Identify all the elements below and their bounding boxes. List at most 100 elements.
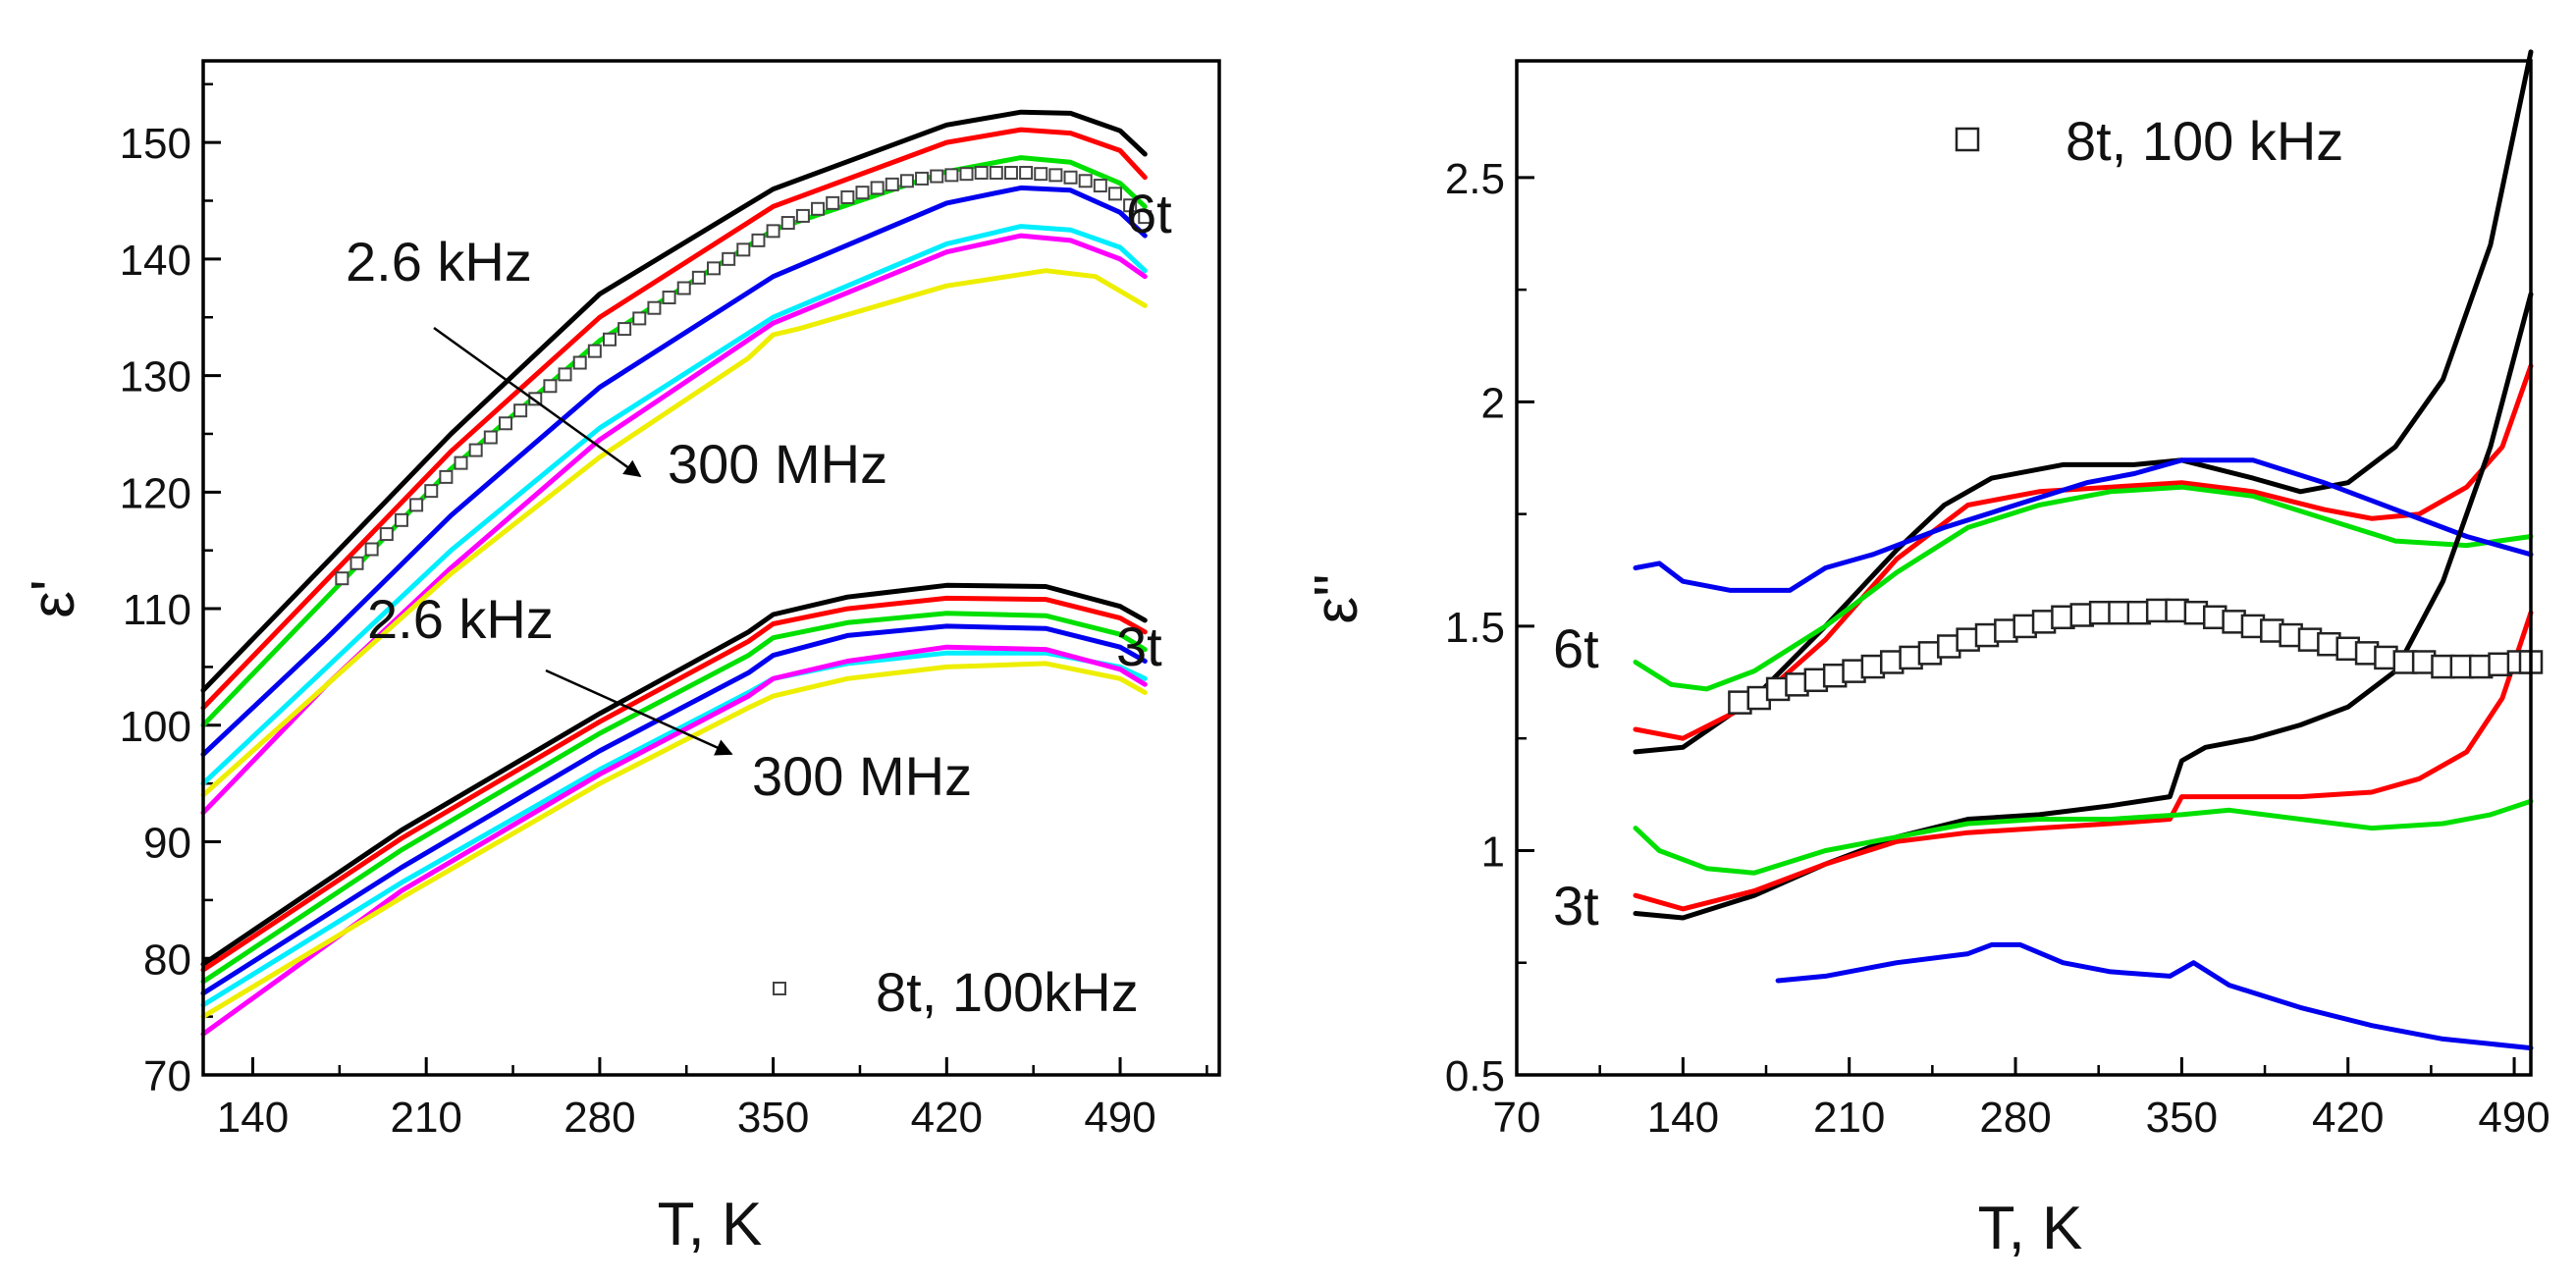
left-y-tick-label: 140 (120, 237, 191, 285)
left-marker-8t-point (662, 291, 676, 305)
left-marker-8t-point (870, 181, 885, 195)
right-series-3t-red (1633, 610, 2534, 912)
left-marker-8t-point (1034, 167, 1048, 182)
left-marker-8t-point (1123, 198, 1138, 213)
left-marker-8t-point (364, 542, 379, 557)
left-x-tick-label: 140 (217, 1094, 289, 1142)
right-x-tick-label: 210 (1813, 1094, 1885, 1142)
left-chart-panel: 140 210 280 350 420 490 70 80 90 100 110 120 130 140… (20, 59, 1221, 1258)
right-group-label-3t: 3t (1553, 875, 1599, 936)
left-series-3t-red (200, 595, 1148, 973)
left-y-tick-label: 110 (123, 586, 191, 634)
right-x-tick-label: 70 (1493, 1094, 1541, 1142)
left-y-tick-label: 150 (120, 120, 191, 168)
left-plot-frame (201, 59, 1221, 1077)
right-x-axis-title: T, K (1978, 1195, 2083, 1262)
left-marker-8t-point (811, 201, 826, 216)
left-x-tick-label: 490 (1084, 1094, 1155, 1142)
left-legend-marker (773, 982, 786, 995)
left-marker-8t-point (394, 512, 408, 527)
left-marker-8t-point (513, 403, 528, 418)
left-marker-8t-point (409, 498, 424, 512)
left-data-series (200, 109, 1148, 1037)
left-marker-8t-point (468, 443, 483, 457)
left-y-tick-label: 70 (143, 1052, 191, 1100)
left-marker-series-8t (335, 165, 1153, 586)
right-y-tick-label: 2 (1481, 379, 1505, 427)
left-marker-8t-point (840, 189, 855, 204)
right-group-label-6t: 6t (1553, 617, 1599, 679)
left-marker-8t-point (632, 311, 647, 326)
right-chart-panel: 70 140 210 280 350 420 490 0.5 1 1.5 2 2.5 T, K ε'… (1303, 49, 2550, 1262)
left-marker-8t-point (617, 322, 632, 337)
right-series-3t-blue (1775, 941, 2534, 1051)
left-y-tick-label: 120 (120, 469, 191, 517)
left-series-6t-blue (200, 185, 1148, 757)
left-marker-8t-point (424, 484, 439, 499)
right-x-tick-label: 140 (1647, 1094, 1719, 1142)
left-x-tick-label: 280 (564, 1094, 635, 1142)
left-annotation-6t-low-freq: 2.6 kHz (346, 231, 532, 293)
left-marker-8t-point (780, 216, 795, 231)
left-y-tick-label: 90 (143, 820, 191, 868)
left-series-6t-black (200, 109, 1148, 693)
left-marker-8t-point (676, 281, 691, 295)
left-marker-8t-point (989, 165, 1003, 180)
right-x-tick-label: 420 (2312, 1094, 2384, 1142)
left-marker-8t-point (647, 300, 662, 315)
left-x-tick-labels: 140 210 280 350 420 490 (217, 1094, 1156, 1142)
left-marker-8t-point (766, 224, 780, 239)
left-marker-8t-point (587, 344, 602, 358)
right-y-tick-label: 0.5 (1445, 1052, 1505, 1100)
right-series-6t-blue (1633, 457, 2534, 593)
left-marker-8t-point (826, 195, 840, 210)
left-marker-8t-point (1003, 165, 1018, 180)
right-data-series (1633, 49, 2534, 1051)
left-marker-8t-point (603, 332, 617, 347)
right-legend-marker (1955, 127, 1980, 152)
left-marker-8t-point (498, 416, 512, 431)
left-marker-8t-point (1019, 165, 1034, 180)
left-marker-8t-point (795, 208, 810, 223)
left-marker-8t-point (572, 355, 587, 370)
right-y-axis-title: ε'' (1303, 573, 1370, 623)
right-x-tick-label: 280 (1979, 1094, 2051, 1142)
right-series-6t-red (1633, 363, 2534, 741)
right-x-tick-labels: 70 140 210 280 350 420 490 (1493, 1094, 2550, 1142)
left-marker-8t-point (930, 169, 944, 184)
left-marker-8t-point (691, 270, 706, 285)
right-x-tick-label: 350 (2146, 1094, 2218, 1142)
left-x-axis-title: T, K (658, 1191, 763, 1258)
left-annotation-6t-high-freq: 300 MHz (668, 433, 887, 495)
left-series-6t-cyan (200, 224, 1148, 786)
right-legend-label: 8t, 100 kHz (2066, 110, 2343, 172)
left-marker-8t-point (1107, 187, 1122, 201)
left-marker-8t-point (1063, 170, 1078, 185)
left-marker-8t-point (885, 177, 899, 191)
right-y-tick-label: 1 (1481, 828, 1505, 876)
right-y-tick-labels: 0.5 1 1.5 2 2.5 (1445, 155, 1505, 1100)
left-y-axis-title: ε' (20, 579, 87, 617)
right-series-6t-black (1633, 49, 2534, 755)
left-marker-8t-point (335, 571, 349, 586)
left-marker-8t-point (543, 379, 558, 394)
left-marker-8t-point (707, 261, 722, 276)
left-marker-8t-point (722, 251, 736, 266)
left-group-label-6t: 6t (1126, 183, 1172, 244)
left-x-tick-label: 420 (911, 1094, 983, 1142)
right-plot-frame (1515, 59, 2533, 1077)
left-y-tick-label: 80 (143, 936, 191, 984)
left-marker-8t-point (944, 168, 959, 183)
left-marker-8t-point (751, 233, 766, 247)
left-series-3t-magenta (200, 644, 1148, 1037)
left-legend-label: 8t, 100kHz (876, 961, 1139, 1023)
left-series-6t-red (200, 127, 1148, 711)
left-series-3t-yellow (200, 661, 1148, 1020)
left-annotation-3t-low-freq: 2.6 kHz (367, 588, 554, 650)
left-marker-8t-point (558, 367, 572, 382)
left-marker-8t-point (1048, 168, 1063, 183)
right-series-6t-green (1633, 484, 2534, 692)
right-series-3t-green (1633, 798, 2534, 876)
left-marker-8t-point (379, 527, 394, 542)
